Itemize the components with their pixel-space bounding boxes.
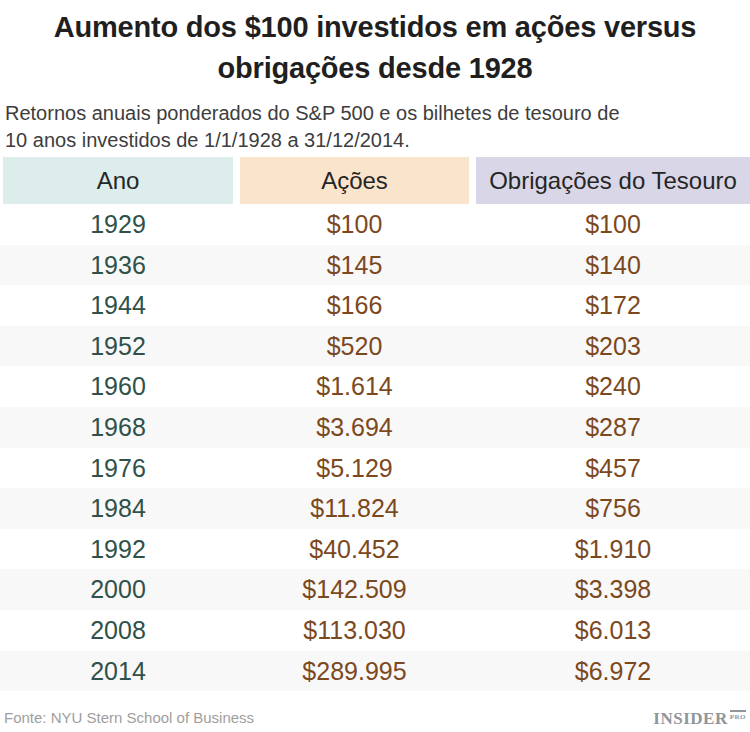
subtitle-line-1: Retornos anuais ponderados do S&P 500 e … xyxy=(5,102,620,124)
bonds-value-cell: $6.972 xyxy=(476,651,750,692)
year-cell: 1952 xyxy=(3,326,233,367)
year-cell: 1984 xyxy=(3,488,233,529)
bonds-value-cell: $1.910 xyxy=(476,529,750,570)
stocks-value-cell: $289.995 xyxy=(240,651,469,692)
table-row: 2014 $289.995 $6.972 xyxy=(0,651,750,692)
page-title: Aumento dos $100 investidos em ações ver… xyxy=(0,0,750,89)
title-line-1: Aumento dos $100 investidos em ações ver… xyxy=(54,11,697,43)
table-row: 1929 $100 $100 xyxy=(0,204,750,245)
stocks-value-cell: $100 xyxy=(240,204,469,245)
table-row: 1992 $40.452 $1.910 xyxy=(0,529,750,570)
page-subtitle: Retornos anuais ponderados do S&P 500 e … xyxy=(0,89,750,154)
bonds-value-cell: $3.398 xyxy=(476,569,750,610)
bonds-value-cell: $100 xyxy=(476,204,750,245)
subtitle-line-2: 10 anos investidos de 1/1/1928 a 31/12/2… xyxy=(5,129,410,151)
stocks-value-cell: $145 xyxy=(240,245,469,286)
stocks-value-cell: $40.452 xyxy=(240,529,469,570)
year-cell: 2014 xyxy=(3,651,233,692)
table-row: 1960 $1.614 $240 xyxy=(0,366,750,407)
year-cell: 1936 xyxy=(3,245,233,286)
column-header-obrigacoes: Obrigações do Tesouro xyxy=(476,157,750,204)
table-row: 1944 $166 $172 xyxy=(0,285,750,326)
stocks-value-cell: $142.509 xyxy=(240,569,469,610)
stocks-value-cell: $166 xyxy=(240,285,469,326)
table-row: 1984 $11.824 $756 xyxy=(0,488,750,529)
table-row: 1976 $5.129 $457 xyxy=(0,448,750,489)
stocks-value-cell: $520 xyxy=(240,326,469,367)
logo-pro-badge: PRO xyxy=(730,710,746,721)
year-cell: 2000 xyxy=(3,569,233,610)
table-row: 2000 $142.509 $3.398 xyxy=(0,569,750,610)
bonds-value-cell: $203 xyxy=(476,326,750,367)
table-row: 1936 $145 $140 xyxy=(0,245,750,286)
year-cell: 1976 xyxy=(3,448,233,489)
year-cell: 1968 xyxy=(3,407,233,448)
bonds-value-cell: $756 xyxy=(476,488,750,529)
column-header-acoes: Ações xyxy=(240,157,469,204)
title-line-2: obrigações desde 1928 xyxy=(218,52,533,84)
bonds-value-cell: $287 xyxy=(476,407,750,448)
bonds-value-cell: $240 xyxy=(476,366,750,407)
stocks-value-cell: $11.824 xyxy=(240,488,469,529)
table-body: 1929 $100 $100 1936 $145 $140 1944 $166 … xyxy=(0,204,750,691)
stocks-value-cell: $5.129 xyxy=(240,448,469,489)
bonds-value-cell: $172 xyxy=(476,285,750,326)
bonds-value-cell: $6.013 xyxy=(476,610,750,651)
year-cell: 2008 xyxy=(3,610,233,651)
column-header-ano: Ano xyxy=(3,157,233,204)
insider-pro-logo: INSIDERPRO xyxy=(653,709,746,729)
table-header-row: Ano Ações Obrigações do Tesouro xyxy=(3,157,750,204)
stocks-value-cell: $113.030 xyxy=(240,610,469,651)
logo-insider-text: INSIDER xyxy=(653,709,727,728)
stocks-value-cell: $1.614 xyxy=(240,366,469,407)
infographic-page: Aumento dos $100 investidos em ações ver… xyxy=(0,0,750,732)
bonds-value-cell: $140 xyxy=(476,245,750,286)
year-cell: 1960 xyxy=(3,366,233,407)
bonds-value-cell: $457 xyxy=(476,448,750,489)
table-row: 1968 $3.694 $287 xyxy=(0,407,750,448)
year-cell: 1929 xyxy=(3,204,233,245)
year-cell: 1992 xyxy=(3,529,233,570)
table-row: 2008 $113.030 $6.013 xyxy=(0,610,750,651)
year-cell: 1944 xyxy=(3,285,233,326)
source-note: Fonte: NYU Stern School of Business xyxy=(4,709,254,726)
table-row: 1952 $520 $203 xyxy=(0,326,750,367)
stocks-value-cell: $3.694 xyxy=(240,407,469,448)
